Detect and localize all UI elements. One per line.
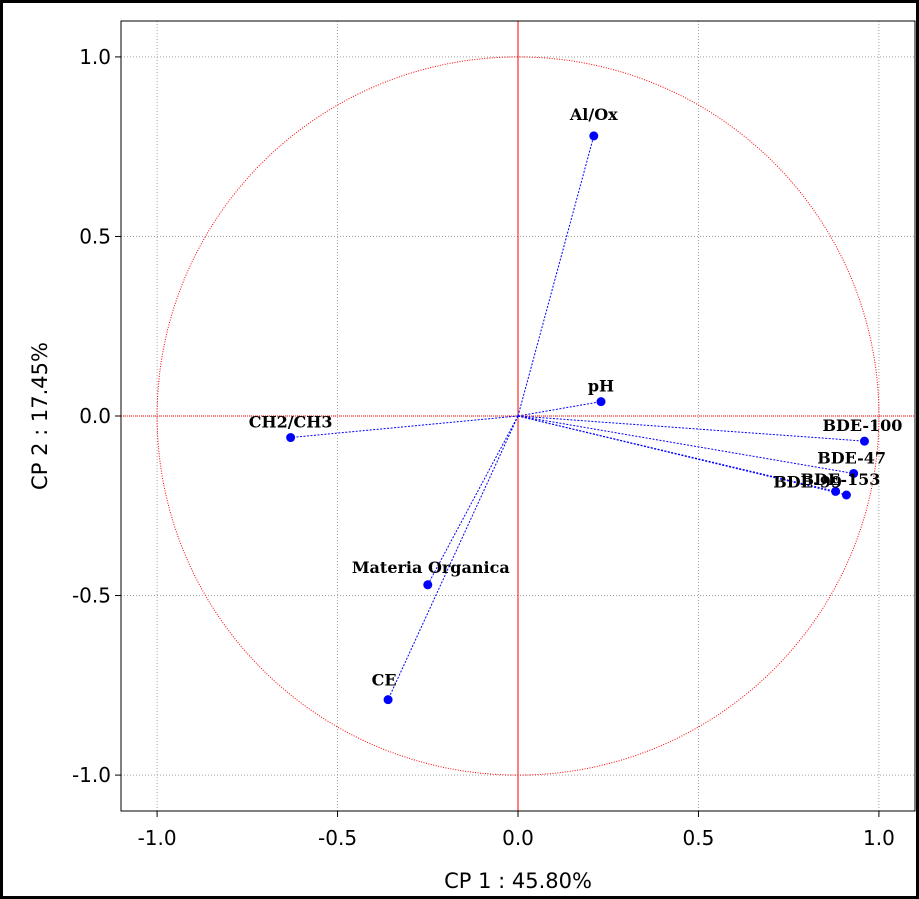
- x-tick-label: 0.0: [502, 826, 534, 850]
- x-tick-label: -0.5: [318, 826, 357, 850]
- x-tick-label: 1.0: [863, 826, 895, 850]
- vector-ce: [387, 415, 519, 700]
- loading-vectors: [290, 135, 865, 700]
- y-tick-label: -1.0: [72, 763, 111, 787]
- label-bde-100: BDE-100: [823, 416, 903, 435]
- x-tick-label: -1.0: [138, 826, 177, 850]
- vector-ph: [517, 401, 602, 417]
- point-materia-organica: [423, 580, 433, 590]
- vector-bde-47: [517, 415, 854, 474]
- point-al-ox: [589, 131, 599, 141]
- vector-al-ox: [517, 135, 595, 417]
- vector-bde-153: [517, 415, 847, 496]
- vector-materia-organica: [427, 415, 519, 586]
- y-tick-label: 0.5: [79, 224, 111, 248]
- y-tick-label: 0.0: [79, 404, 111, 428]
- label-ce: CE: [372, 671, 397, 690]
- vector-ch2-ch3: [290, 415, 519, 439]
- label-bde-153: BDE-153: [800, 470, 880, 489]
- label-ch2-ch3: CH2/CH3: [249, 413, 333, 432]
- label-materia-organica: Materia Organica: [352, 558, 510, 577]
- point-bde-47: [849, 468, 859, 478]
- ticks: -1.0 -0.5 0.0 0.5 1.0 1.0 0.5 0.0 -0.5 -1.0: [72, 45, 895, 850]
- point-ce: [383, 695, 393, 705]
- pca-chart: -1.0 -0.5 0.0 0.5 1.0 1.0 0.5 0.0 -0.5 -1.0 Al/Ox…: [28, 20, 916, 893]
- point-bde-99: [831, 486, 841, 496]
- label-bde-47: BDE-47: [817, 448, 886, 467]
- y-axis-title: CP 2 : 17.45%: [28, 342, 52, 490]
- label-al-ox: Al/Ox: [569, 105, 618, 124]
- point-labels: Al/Ox pH CH2/CH3 BDE-100 BDE-47 BDE-99BDE-153…: [249, 105, 903, 690]
- label-ph: pH: [588, 377, 614, 396]
- y-tick-label: 1.0: [79, 45, 111, 69]
- point-ch2-ch3: [286, 433, 296, 443]
- x-axis-title: CP 1 : 45.80%: [444, 869, 592, 893]
- label-bde-99: BDE-99: [773, 472, 842, 491]
- loading-points: [286, 131, 869, 705]
- point-ph: [596, 397, 606, 407]
- point-bde-100: [859, 436, 869, 446]
- x-tick-label: 0.5: [683, 826, 715, 850]
- point-bde-153: [841, 490, 851, 500]
- vector-bde-100: [517, 415, 865, 442]
- y-tick-label: -0.5: [72, 584, 111, 608]
